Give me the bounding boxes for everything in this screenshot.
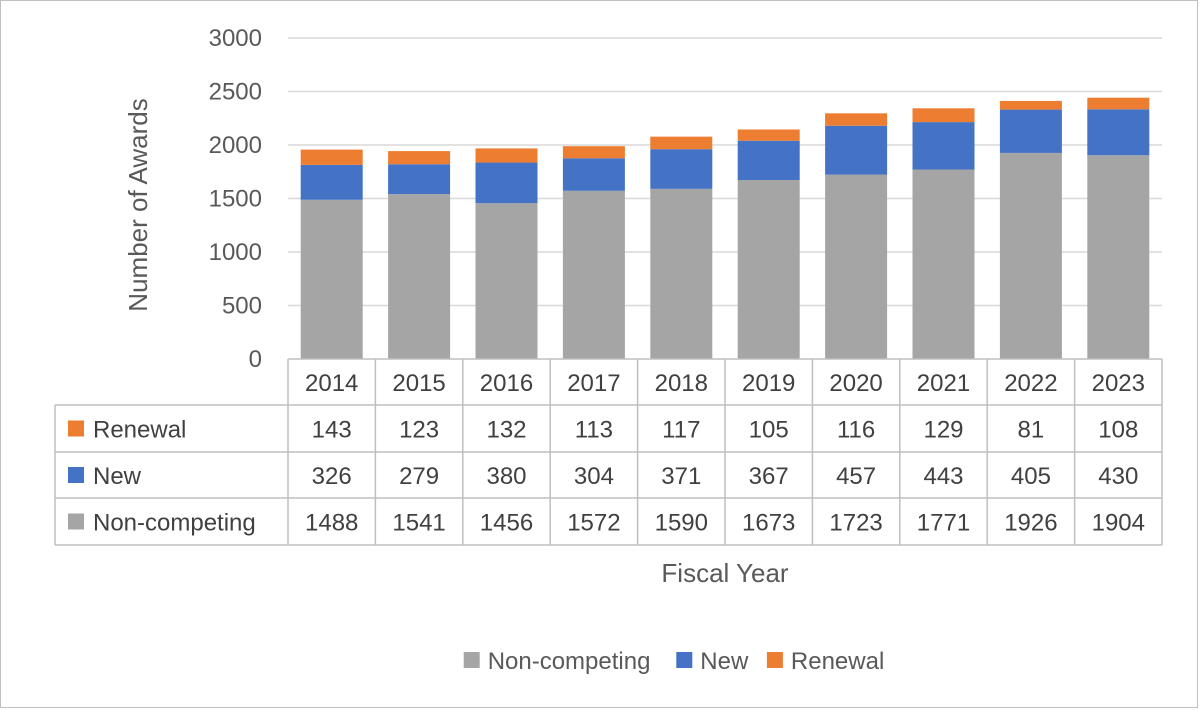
data-label-new-2021: 443 [923,463,963,490]
x-tick-label: 2023 [1092,370,1145,397]
x-tick-label: 2016 [480,370,533,397]
data-label-renewal-2019: 105 [749,417,789,444]
legend-label-non-competing: Non-competing [488,648,651,675]
bar-new-2021 [912,122,975,170]
data-label-non-competing-2016: 1456 [480,510,533,537]
bars [300,97,1150,359]
bar-non-competing-2022 [999,152,1062,359]
y-tick-label: 0 [249,346,262,373]
data-table: 2014 2015 2016 2017 2018 2019 2020 2021 2022 2023… [54,358,1163,546]
data-label-renewal-2018: 117 [662,417,700,444]
legend-swatch-new [676,652,693,668]
table-swatch-renewal [68,420,84,437]
x-tick-label: 2020 [829,370,882,397]
table-swatch-non-competing [68,513,84,530]
table-row-label-new: New [93,463,142,490]
data-label-renewal-2015: 123 [399,417,439,444]
bar-renewal-2022 [999,100,1062,110]
data-label-new-2018: 371 [661,463,701,490]
x-axis-title: Fiscal Year [661,558,789,588]
legend-swatch-non-competing [463,652,480,668]
y-axis-ticks: 0 500 1000 1500 2000 2500 3000 [209,25,262,373]
bar-renewal-2018 [650,136,713,150]
x-tick-label: 2019 [742,370,795,397]
data-label-new-2020: 457 [836,463,876,490]
data-label-renewal-2021: 129 [923,417,963,444]
data-label-renewal-2022: 81 [1018,417,1045,444]
bar-non-competing-2023 [1087,155,1150,359]
bar-new-2023 [1087,109,1150,156]
x-tick-label: 2015 [392,370,445,397]
bar-new-2016 [475,162,538,204]
bar-new-2022 [999,109,1062,153]
bar-non-competing-2016 [475,203,538,359]
bar-new-2014 [300,164,363,200]
table-row-label-non-competing: Non-competing [93,510,256,537]
data-label-new-2023: 430 [1098,463,1138,490]
data-label-non-competing-2018: 1590 [655,510,708,537]
bar-renewal-2020 [825,113,888,126]
data-label-new-2019: 367 [749,463,789,490]
bar-new-2020 [825,125,888,175]
data-label-non-competing-2017: 1572 [567,510,620,537]
data-label-non-competing-2020: 1723 [829,510,882,537]
bar-renewal-2017 [562,146,625,159]
y-axis-title: Number of Awards [123,98,153,311]
data-label-non-competing-2014: 1488 [305,510,358,537]
data-label-non-competing-2022: 1926 [1004,510,1057,537]
bar-non-competing-2017 [562,190,625,359]
table-swatch-new [68,467,84,483]
x-tick-label: 2022 [1004,370,1057,397]
data-label-non-competing-2023: 1904 [1092,510,1145,537]
data-label-non-competing-2021: 1771 [917,510,970,537]
data-label-non-competing-2019: 1673 [742,510,795,537]
bar-non-competing-2021 [912,169,975,359]
bar-renewal-2021 [912,108,975,123]
data-label-new-2014: 326 [312,463,352,490]
y-tick-label: 3000 [209,25,262,52]
x-tick-label: 2014 [305,370,358,397]
data-label-renewal-2017: 113 [575,417,613,444]
data-label-new-2016: 380 [486,463,526,490]
y-tick-label: 2500 [209,79,262,106]
bar-non-competing-2015 [388,194,451,359]
legend-label-renewal: Renewal [791,648,884,675]
x-tick-label: 2017 [567,370,620,397]
bar-renewal-2023 [1087,97,1150,110]
y-tick-label: 2000 [209,132,262,159]
legend-label-new: New [700,648,749,675]
data-label-new-2015: 279 [399,463,439,490]
data-label-new-2017: 304 [574,463,614,490]
y-tick-label: 1500 [209,186,262,213]
bar-renewal-2015 [388,151,451,165]
bar-new-2019 [737,140,800,180]
bar-new-2015 [388,164,451,195]
data-label-renewal-2016: 132 [486,417,526,444]
bar-renewal-2014 [300,149,363,165]
bar-new-2017 [562,158,625,191]
bar-non-competing-2018 [650,188,713,359]
data-label-renewal-2014: 143 [312,417,352,444]
table-row-label-renewal: Renewal [93,417,186,444]
bar-non-competing-2020 [825,174,888,359]
bar-non-competing-2014 [300,199,363,359]
legend-swatch-renewal [766,652,783,668]
data-label-non-competing-2015: 1541 [392,510,445,537]
bar-non-competing-2019 [737,179,800,359]
y-tick-label: 1000 [209,239,262,266]
bar-renewal-2016 [475,148,538,163]
data-label-new-2022: 405 [1011,463,1051,490]
x-tick-label: 2018 [655,370,708,397]
x-tick-label: 2021 [917,370,970,397]
legend: Non-competing New Renewal [463,648,884,675]
bar-new-2018 [650,149,713,189]
data-label-renewal-2023: 108 [1098,417,1138,444]
data-label-renewal-2020: 116 [837,417,875,444]
y-tick-label: 500 [222,293,262,320]
bar-renewal-2019 [737,129,800,141]
